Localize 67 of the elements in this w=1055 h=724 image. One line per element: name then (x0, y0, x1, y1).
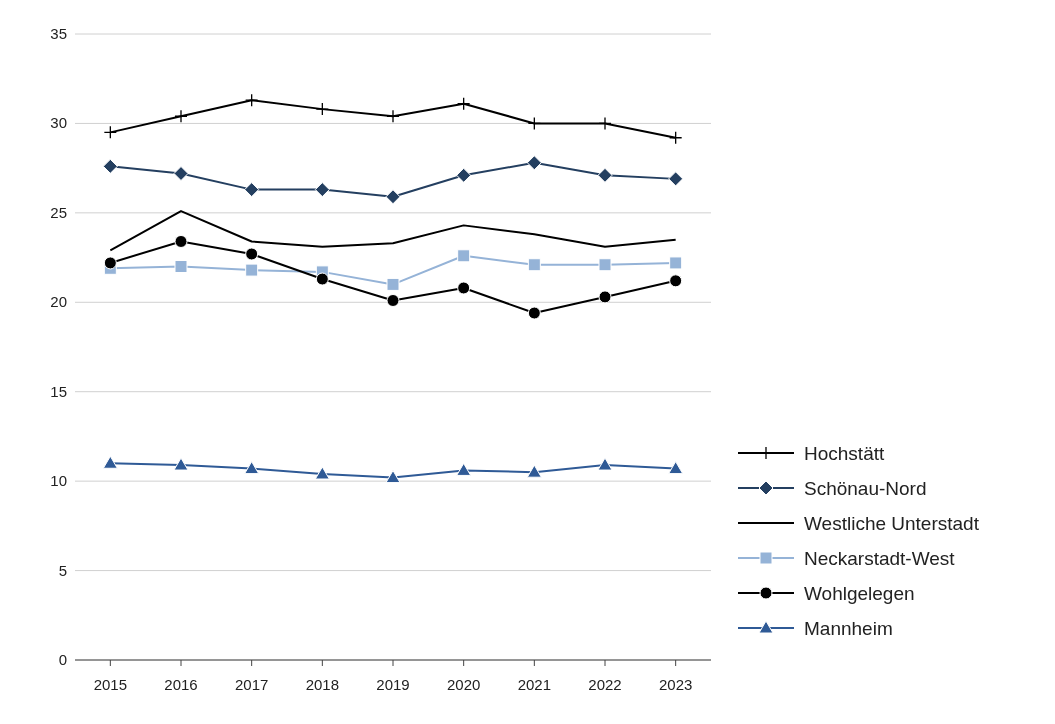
point (457, 97, 471, 111)
legend-label: Mannheim (804, 618, 893, 639)
y-tick-label: 10 (50, 472, 67, 490)
y-tick-label: 35 (50, 25, 67, 42)
point (315, 102, 329, 116)
point (598, 290, 612, 304)
legend-label: Hochstätt (804, 443, 885, 464)
x-tick-label: 2017 (234, 676, 269, 693)
y-tick-label: 20 (50, 293, 67, 311)
y-tick-label: 25 (50, 203, 67, 221)
legend-label: Westliche Unterstadt (804, 513, 980, 534)
x-tick-label: 2022 (588, 676, 622, 693)
point (102, 455, 118, 469)
point (598, 116, 612, 131)
line-series (109, 210, 677, 252)
legend-label: Schönau-Nord (804, 478, 927, 499)
x-tick-label: 2023 (658, 676, 693, 693)
point (245, 93, 259, 107)
point (597, 167, 613, 183)
x-tick-label: 2020 (446, 676, 481, 693)
x-tick-label: 2019 (376, 676, 410, 693)
point (527, 306, 541, 320)
point (245, 247, 259, 261)
point (315, 272, 329, 286)
legend-label: Wohlgelegen (804, 583, 915, 604)
point (668, 171, 684, 187)
x-tick-label: 2015 (93, 676, 128, 693)
legend-label: Neckarstadt-West (804, 548, 956, 569)
point (669, 256, 683, 270)
point (669, 131, 683, 145)
point (457, 281, 471, 295)
y-tick-label: 5 (58, 561, 67, 579)
point (244, 461, 260, 475)
point (314, 182, 330, 198)
point (386, 294, 400, 307)
point (386, 277, 400, 291)
x-tick-label: 2021 (517, 676, 552, 693)
point (386, 109, 400, 123)
point (457, 249, 471, 263)
point (527, 258, 541, 272)
point (669, 274, 683, 288)
y-tick-label: 30 (50, 114, 67, 132)
point (244, 182, 260, 198)
point (456, 462, 472, 476)
point (173, 166, 189, 182)
point (527, 116, 541, 131)
y-tick-label: 15 (50, 382, 67, 400)
point (526, 464, 542, 478)
point (597, 457, 613, 471)
point (174, 234, 188, 248)
x-tick-label: 2016 (164, 676, 198, 693)
point (385, 470, 401, 484)
point (174, 260, 188, 274)
point (598, 258, 612, 272)
point (103, 256, 117, 270)
point (102, 158, 118, 174)
point (103, 125, 117, 140)
point (385, 189, 401, 205)
x-tick-label: 2018 (305, 676, 340, 693)
point (245, 263, 259, 277)
y-tick-label: 0 (58, 651, 67, 668)
point (456, 167, 472, 183)
point (668, 461, 684, 475)
point (526, 155, 542, 171)
point (174, 109, 188, 123)
point (173, 457, 189, 471)
point (314, 466, 330, 480)
